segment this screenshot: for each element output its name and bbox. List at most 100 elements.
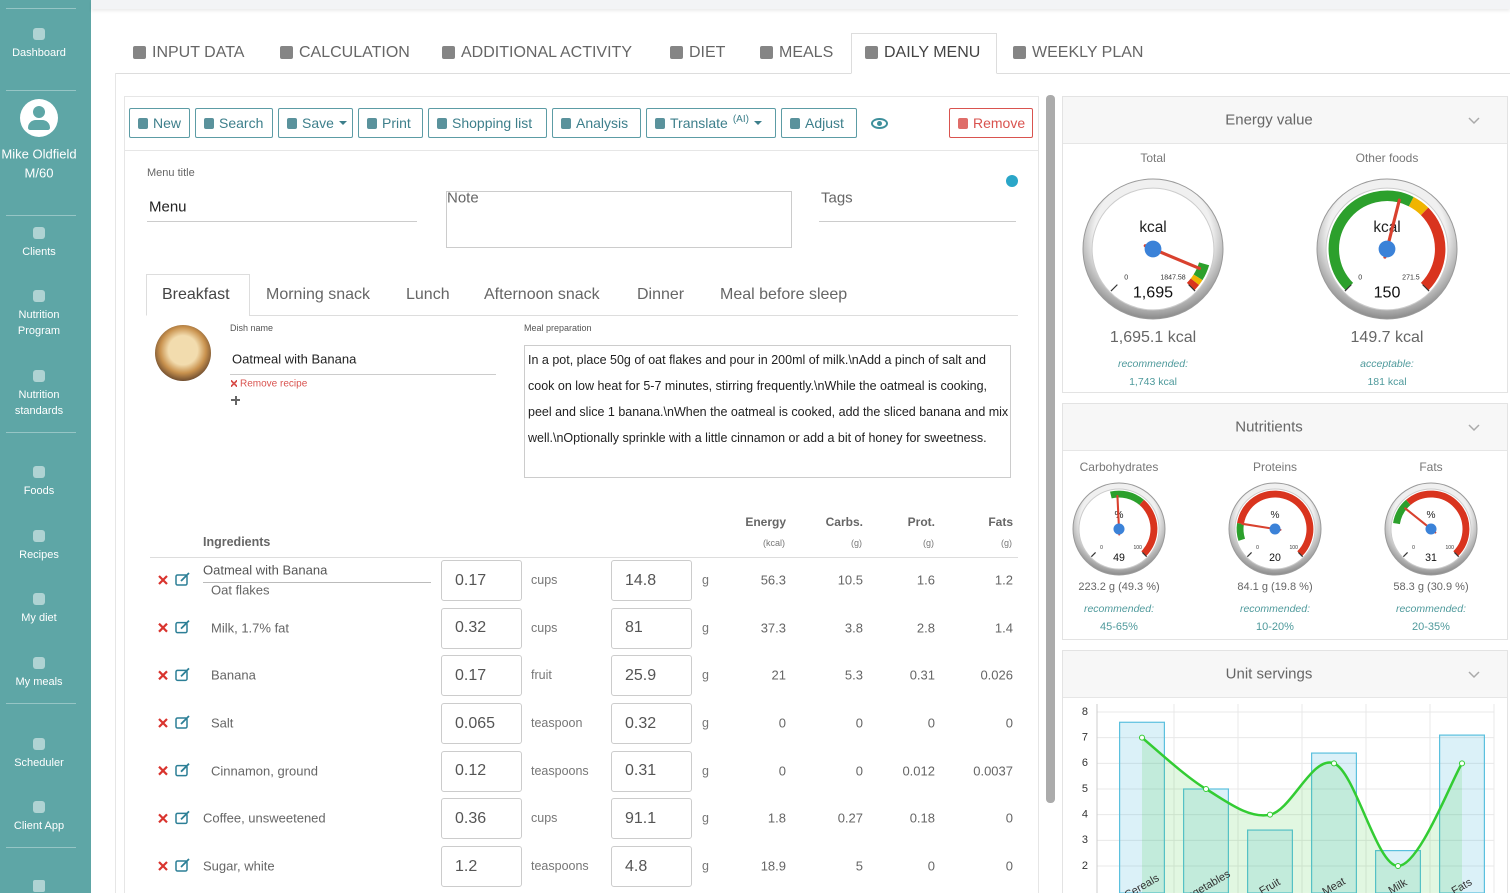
sidebar-link: My meals: [15, 676, 63, 688]
nutrient-value: 0: [927, 858, 935, 874]
grams-value: 4.8: [625, 857, 648, 875]
sidebar-divider: [6, 432, 76, 433]
button[interactable]: Shopping list: [428, 108, 547, 138]
button[interactable]: Translate (AI): [646, 108, 776, 138]
nutrient-value: 0.27: [837, 810, 863, 826]
button[interactable]: New: [129, 108, 190, 138]
tab[interactable]: DIET: [689, 44, 726, 61]
grams-input[interactable]: 0.31: [611, 750, 692, 792]
button[interactable]: Remove: [949, 108, 1033, 138]
nutrient-value: 0.18: [909, 810, 935, 826]
grams-input[interactable]: 0.32: [611, 703, 692, 744]
button-label: Save: [302, 115, 334, 131]
sidebar-link: Recipes: [19, 549, 59, 561]
button-icon: [655, 117, 665, 129]
quantity-input[interactable]: 0.17: [441, 655, 522, 697]
button-label: Remove: [973, 115, 1026, 131]
field-label: Meal preparation: [524, 323, 592, 333]
button-label: New: [153, 115, 182, 131]
sidebar-divider: [6, 90, 76, 91]
nutrient-value: 0.012: [902, 763, 935, 779]
sidebar-icon: [33, 593, 45, 605]
button-icon: [437, 117, 447, 129]
nutrient-value: 21: [771, 667, 786, 683]
quantity-input[interactable]: 0.065: [441, 703, 522, 744]
nutrient-value: 1.2: [994, 572, 1013, 588]
sidebar-divider: [6, 847, 76, 848]
grams-unit: g: [702, 620, 709, 635]
grams-input[interactable]: 14.8: [611, 560, 692, 601]
nutrient-value: 37.3: [760, 620, 786, 636]
quantity-input[interactable]: 0.12: [441, 750, 522, 792]
meal-tab[interactable]: Dinner: [637, 286, 685, 303]
content-border: [115, 73, 116, 893]
sidebar-divider: [6, 8, 76, 9]
remove-recipe-link[interactable]: Remove recipe: [240, 378, 308, 390]
unit-name: cups: [531, 573, 558, 587]
grams-input[interactable]: 4.8: [611, 846, 692, 888]
button[interactable]: Save: [278, 108, 353, 138]
meal-tab[interactable]: Morning snack: [266, 286, 371, 303]
quantity-value: 0.36: [455, 809, 487, 827]
grams-input[interactable]: 91.1: [611, 798, 692, 840]
sidebar-divider: [6, 215, 76, 216]
recipe-group-underline: [203, 582, 431, 583]
panel-header: [1063, 97, 1507, 144]
grams-unit: g: [702, 573, 709, 587]
quantity-input[interactable]: 0.17: [441, 560, 522, 601]
button[interactable]: Search: [195, 108, 273, 138]
button-label: Translate: [670, 115, 728, 131]
meal-tab[interactable]: Meal before sleep: [720, 286, 848, 303]
menu-panel: [124, 96, 1039, 893]
nutrient-value: 0: [1005, 715, 1013, 731]
unit-name: cups: [531, 811, 558, 826]
ingredient-name: Sugar, white: [203, 858, 275, 874]
table-header-unit: (g): [923, 538, 934, 548]
button-label: Shopping list: [452, 115, 533, 131]
tab[interactable]: MEALS: [779, 44, 834, 61]
nutrient-value: 18.9: [760, 858, 786, 874]
tab[interactable]: CALCULATION: [299, 44, 410, 61]
meal-tab[interactable]: Breakfast: [162, 286, 230, 303]
tab[interactable]: DAILY MENU: [884, 44, 981, 61]
nutrient-value: 5.3: [844, 667, 863, 683]
tab[interactable]: INPUT DATA: [152, 44, 245, 61]
sidebar-icon: [33, 657, 45, 669]
quantity-input[interactable]: 0.36: [441, 798, 522, 840]
input-underline: [147, 221, 417, 222]
grams-input[interactable]: 81: [611, 607, 692, 649]
button-icon: [287, 117, 297, 129]
ingredient-name: Coffee, unsweetened: [203, 810, 326, 826]
nutrient-value: 0: [1005, 810, 1013, 826]
button[interactable]: Analysis: [552, 108, 641, 138]
tab[interactable]: WEEKLY PLAN: [1032, 44, 1144, 61]
nutrient-value: 0: [1005, 858, 1013, 874]
tab[interactable]: ADDITIONAL ACTIVITY: [461, 44, 632, 61]
tab-icon: [442, 46, 455, 59]
table-header-unit: (g): [851, 538, 862, 548]
ingredient-name: Banana: [211, 667, 256, 683]
meal-tab[interactable]: Lunch: [406, 286, 450, 303]
button-icon: [367, 117, 377, 129]
table-header: Prot.: [907, 515, 935, 529]
button[interactable]: Print: [358, 108, 423, 138]
user-name: Mike Oldfield: [1, 146, 77, 162]
grams-input[interactable]: 25.9: [611, 655, 692, 697]
grams-value: 0.31: [625, 762, 657, 780]
table-header: Ingredients: [203, 535, 271, 549]
ingredient-name: Cinnamon, ground: [211, 763, 318, 779]
quantity-input[interactable]: 1.2: [441, 846, 522, 888]
button[interactable]: Adjust: [781, 108, 857, 138]
sidebar-icon: [33, 466, 45, 478]
button-label: Adjust: [805, 115, 844, 131]
note-textarea[interactable]: [446, 191, 792, 248]
meal-tab[interactable]: Afternoon snack: [484, 286, 600, 303]
grams-value: 14.8: [625, 571, 657, 589]
sidebar-link: Nutrition Program: [17, 309, 61, 337]
grams-unit: g: [702, 668, 709, 683]
dish-name-input: Oatmeal with Banana: [232, 351, 357, 367]
preview-eye[interactable]: [871, 118, 888, 129]
quantity-input[interactable]: 0.32: [441, 607, 522, 649]
quantity-value: 0.32: [455, 619, 487, 637]
